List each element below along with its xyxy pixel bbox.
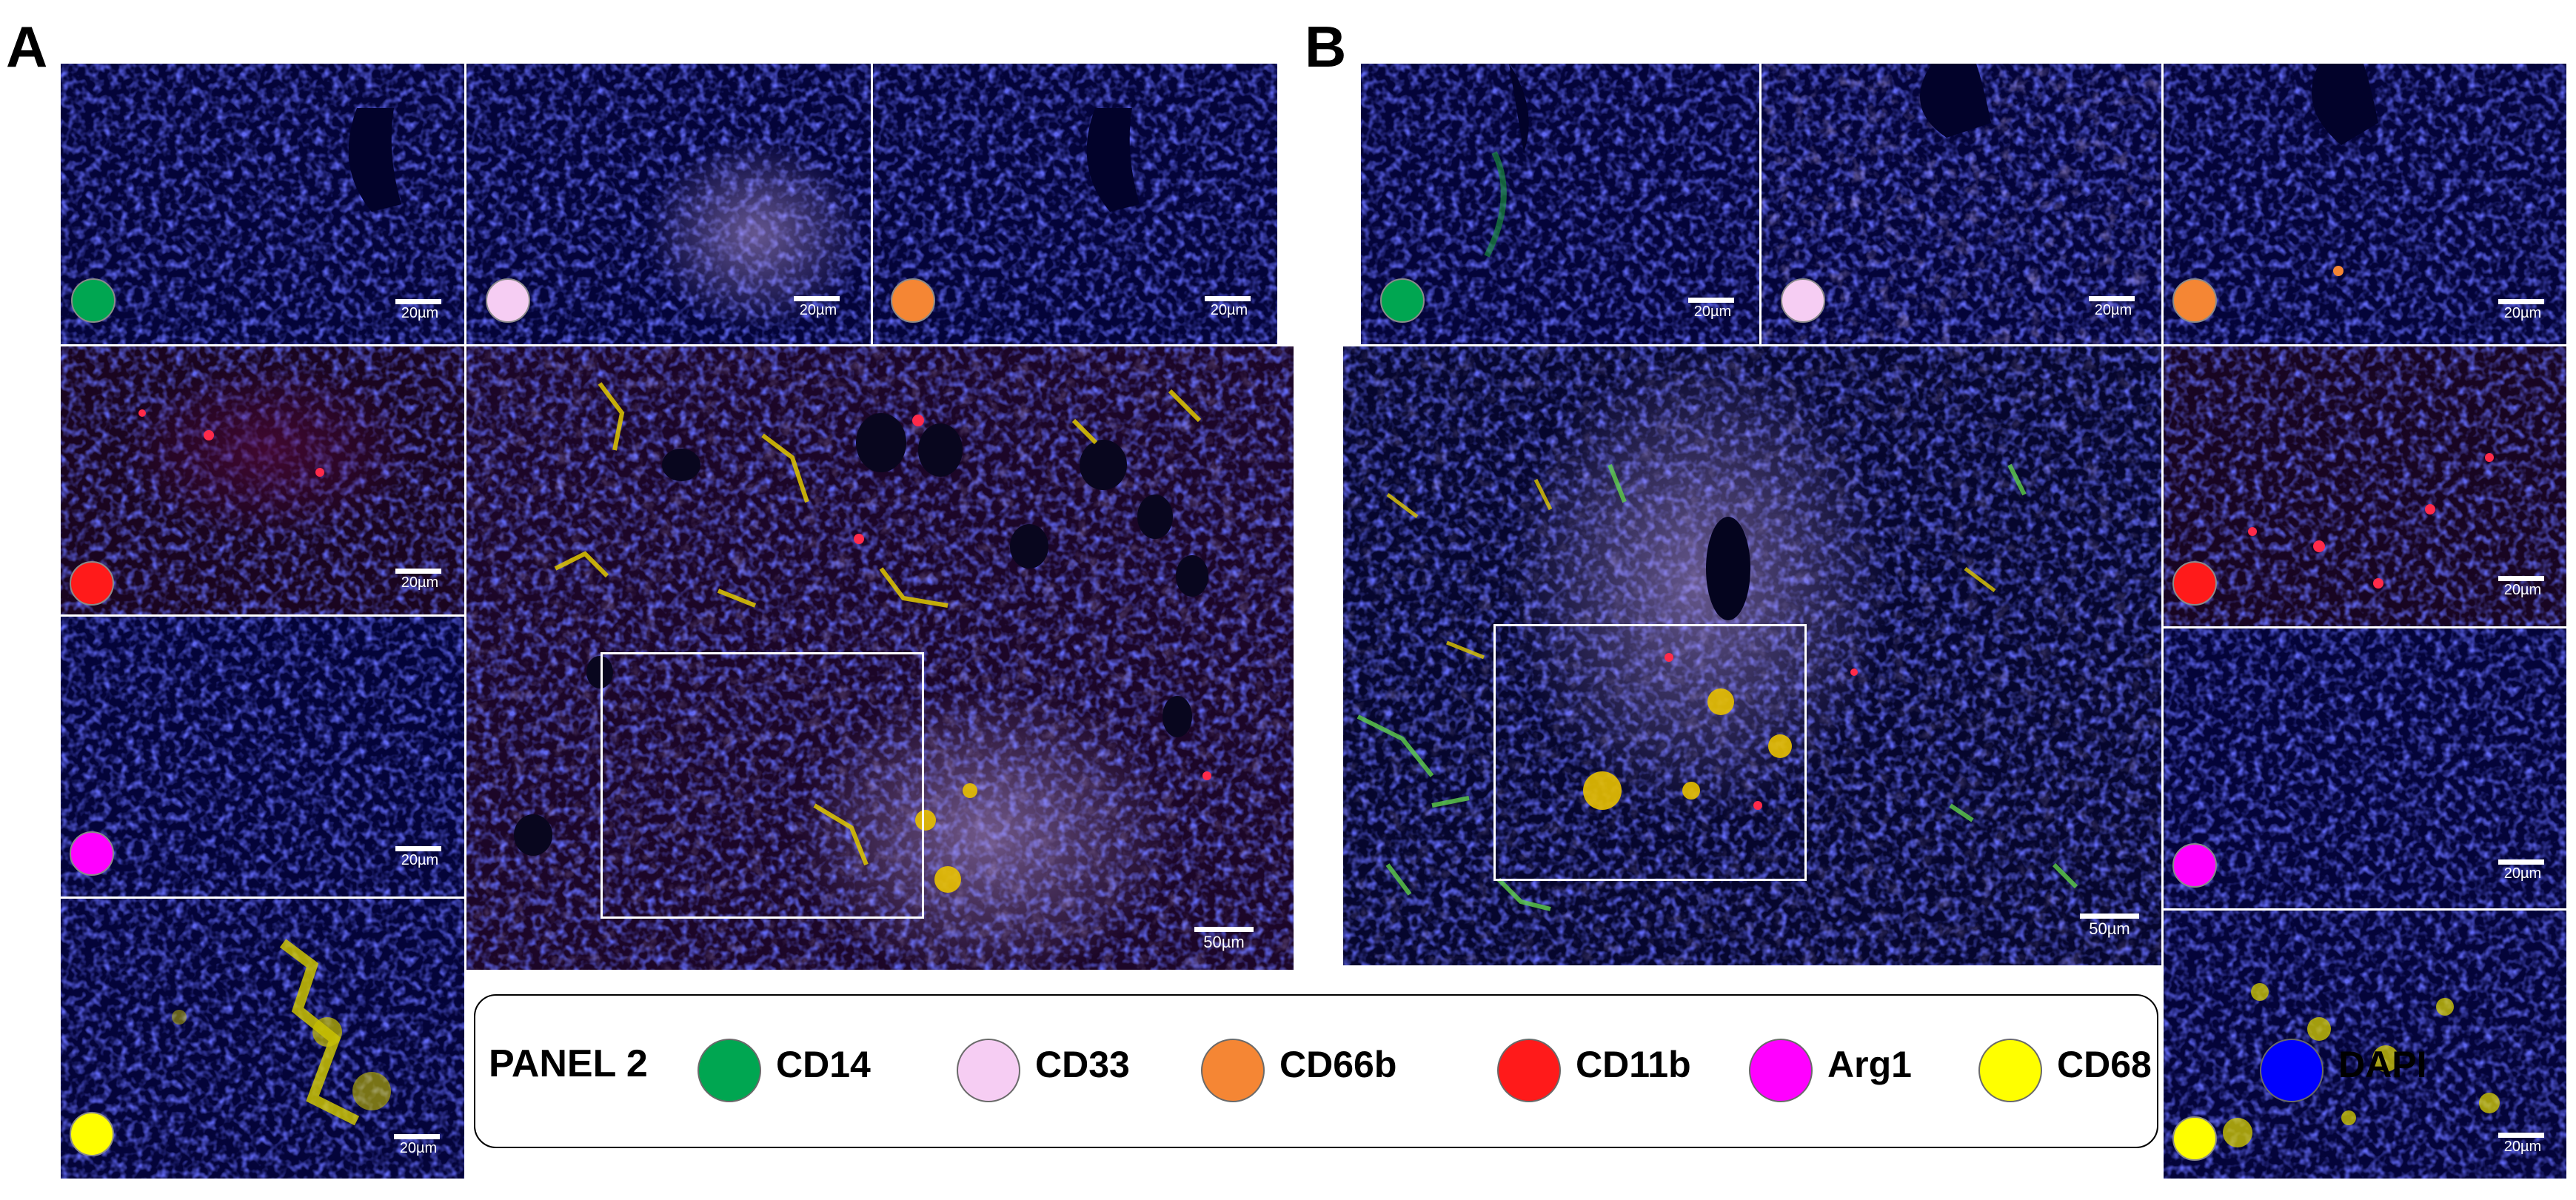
tile-a-cd14: 20µm [61,64,464,344]
scale-bar: 20µm [2489,859,2556,882]
scale-bar: 20µm [385,1134,452,1156]
marker-legend: PANEL 2 CD14 CD33 CD66b CD11b Arg1 CD68 DAPI [474,994,2426,1148]
legend-color-swatch [1749,1039,1813,1102]
scale-bar: 20µm [2080,296,2147,318]
legend-title: PANEL 2 [489,1042,648,1085]
tile-b-cd68: 20µm [2164,911,2566,1179]
tile-b-cd11b: 20µm [2164,346,2566,626]
tile-b-arg1: 20µm [2164,629,2566,908]
legend-color-swatch [2260,1039,2324,1102]
tile-a-cd33: 20µm [466,64,871,344]
scale-bar: 20µm [2489,299,2556,321]
marker-dot-arg1 [2172,843,2217,888]
tile-a-merged: 50µm [466,346,1294,970]
scale-bar: 20µm [387,569,453,591]
scale-bar: 20µm [387,846,453,868]
region-of-interest-box [1493,624,1807,881]
scale-bar: 20µm [387,299,453,321]
scale-bar: 20µm [2489,576,2556,598]
scale-bar: 50µm [2069,914,2150,938]
tile-b-cd14: 20µm [1361,64,1759,344]
region-of-interest-box [600,652,924,919]
tile-a-arg1: 20µm [61,617,464,896]
marker-dot-cd11b [70,561,114,606]
panel-label-a: A [6,14,48,79]
tile-b-cd33: 20µm [1762,64,2161,344]
marker-dot-cd68 [2172,1116,2217,1161]
panel-label-b: B [1305,14,1347,79]
legend-label: CD33 [1035,1044,1130,1085]
tile-b-merged: 50µm [1343,346,2161,965]
legend-label: CD68 [2057,1044,2152,1085]
marker-dot-cd66b [2172,278,2217,323]
legend-label: CD11b [1576,1044,1691,1085]
tile-a-cd68: 20µm [61,899,464,1179]
scale-bar: 50µm [1183,927,1265,951]
tile-b-cd66b: 20µm [2164,64,2566,344]
scale-bar: 20µm [1196,296,1262,318]
marker-dot-cd14 [1380,278,1425,323]
marker-dot-cd66b [891,278,935,323]
scale-bar: 20µm [2489,1133,2556,1155]
legend-color-swatch [1978,1039,2042,1102]
tile-a-cd66b: 20µm [873,64,1277,344]
legend-label: Arg1 [1827,1044,1912,1085]
marker-dot-cd33 [486,278,530,323]
marker-dot-cd14 [71,278,116,323]
legend-color-swatch [1497,1039,1561,1102]
marker-dot-cd68 [70,1112,114,1156]
legend-label: CD14 [776,1044,871,1085]
legend-color-swatch [1201,1039,1265,1102]
marker-dot-cd11b [2172,561,2217,606]
legend-color-swatch [957,1039,1020,1102]
marker-dot-arg1 [70,831,114,876]
scale-bar: 20µm [1679,298,1746,320]
scale-bar: 20µm [785,296,852,318]
legend-color-swatch [697,1039,761,1102]
legend-label: CD66b [1279,1044,1397,1085]
legend-label: DAPI [2338,1044,2427,1085]
marker-dot-cd33 [1781,278,1825,323]
tile-a-cd11b: 20µm [61,346,464,614]
